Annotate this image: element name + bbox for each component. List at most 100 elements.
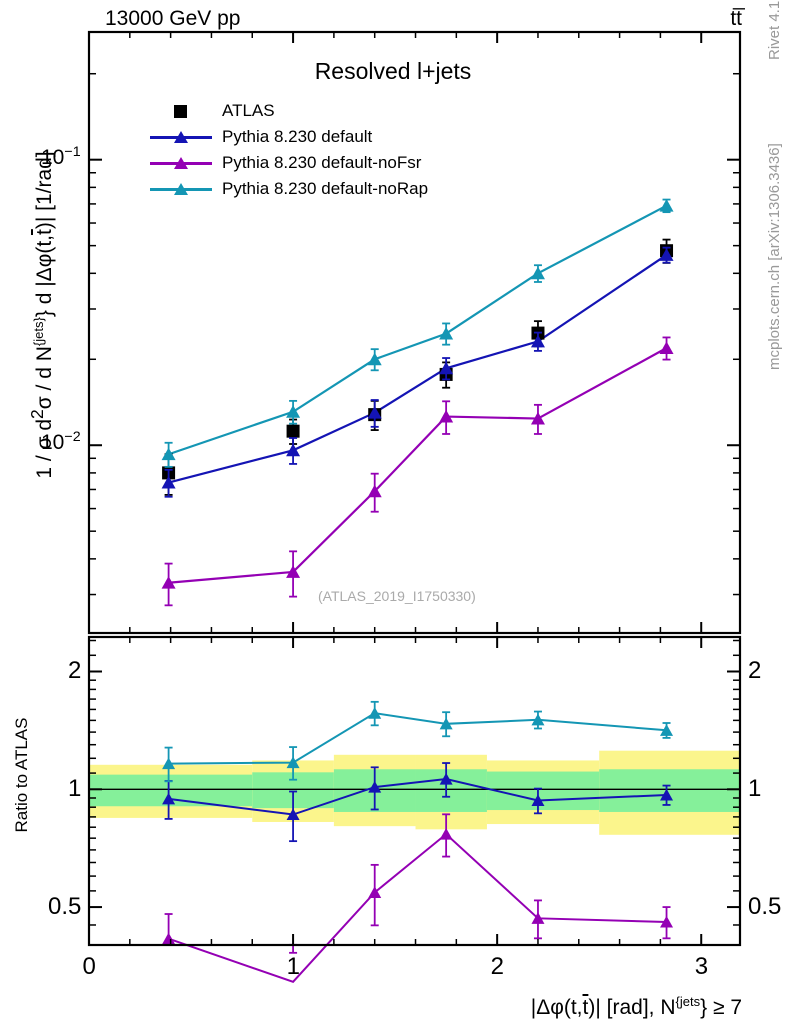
errorbar-pythia-8-230-default-nofsr [662,336,671,361]
legend-item-2: Pythia 8.230 default-noFsr [150,150,428,176]
ratio-marker-triangle [162,792,176,805]
errorbar-pythia-8-230-default-nofsr [370,472,379,513]
marker-triangle [439,326,454,340]
ratio-band-inner [333,769,416,812]
errorbar-pythia-8-230-default-norap [662,198,671,214]
ratio-band-outer [486,760,600,825]
header-left-beam-info: 13000 GeV pp [105,7,241,30]
mcplots-source-note: mcplots.cern.ch [arXiv:1306.3436] [766,143,783,370]
legend-marker-triangle-icon [150,153,212,173]
errorbar-pythia-8-230-default-norap [370,348,379,372]
main-y-tick-label: 10−1 [41,143,81,169]
ratio-errorbar [289,943,298,954]
errorbar-pythia-8-230-default-nofsr [289,550,298,598]
errorbar-pythia-8-230-default-nofsr [442,400,451,435]
ratio-errorbar [662,784,671,806]
ratio-errorbar [289,790,298,843]
ratio-errorbar [370,766,379,811]
ratio-band-inner [252,772,334,809]
ratio-marker-triangle [439,717,453,730]
ratio-marker-triangle [162,757,176,770]
legend-item-1: Pythia 8.230 default [150,124,428,150]
ratio-y-tick-label-right: 2 [748,657,762,685]
ratio-line-pythia-8-230-default [168,778,667,816]
series-line-pythia-8-230-default-norap [168,204,668,456]
ratio-marker-triangle [439,772,453,785]
ratio-marker-triangle [368,780,382,793]
errorbar-atlas [533,320,542,348]
errorbar-pythia-8-230-default-norap [164,441,173,468]
ratio-errorbar [662,722,671,739]
x-tick-label: 1 [286,953,300,980]
ratio-marker-triangle [286,808,300,821]
ratio-y-tick-label-right: 0.5 [748,893,782,921]
series-line-pythia-8-230-default-nofsr [168,347,668,584]
ratio-errorbar [164,913,173,946]
ratio-y-tick-label-right: 1 [748,775,762,803]
ratio-errorbar [442,711,451,738]
errorbar-pythia-8-230-default-nofsr [533,403,542,435]
legend-label: Pythia 8.230 default [222,127,373,146]
marker-triangle [286,565,301,578]
ratio-y-axis-label: Ratio to ATLAS [12,717,31,833]
marker-triangle [161,576,176,589]
ratio-band-inner [486,771,600,811]
marker-triangle [530,266,545,280]
marker-triangle [161,475,176,489]
ratio-errorbar [370,700,379,727]
ratio-band-outer [333,754,416,827]
errorbar-atlas [370,399,379,431]
rivet-version-note: Rivet 4.1.0, ≥ 100k events [766,0,783,60]
errorbar-pythia-8-230-default [533,331,542,352]
errorbar-atlas [164,453,173,496]
errorbar-pythia-8-230-default [164,468,173,498]
ratio-y-tick-label-left: 2 [68,657,82,685]
marker-triangle [367,406,382,419]
marker-triangle [530,411,545,425]
errorbar-pythia-8-230-default-nofsr [164,562,173,607]
ratio-marker-triangle [531,912,545,924]
errorbar-pythia-8-230-default [442,357,451,381]
marker-atlas-square [286,424,300,438]
legend-marker-triangle-icon [150,179,212,199]
ratio-line-pythia-8-230-default-nofsr [168,832,667,984]
x-tick-label: 3 [694,953,709,980]
legend-triangle-icon [174,183,188,195]
legend-square-icon [174,105,187,118]
marker-triangle [367,484,382,498]
ratio-band-outer [415,754,487,830]
ratio-band-outer [252,760,334,822]
legend-label: ATLAS [222,101,275,120]
errorbar-atlas [662,238,671,264]
ratio-marker-triangle [286,756,300,769]
marker-triangle [367,352,382,366]
marker-triangle [439,361,454,375]
legend-label: Pythia 8.230 default-noFsr [222,153,422,172]
marker-atlas-square [660,244,674,258]
ratio-errorbar [442,762,451,798]
series-line-pythia-8-230-default [168,253,668,484]
legend-item-0: ATLAS [150,98,428,124]
marker-triangle [286,405,301,418]
marker-triangle [530,334,545,348]
legend-triangle-icon [174,157,188,169]
ratio-marker-triangle [531,713,545,726]
main-y-axis-label: 1 / σ d2σ / d N{jets}} d |Δφ(t,t)| [1/ra… [27,151,56,479]
errorbar-pythia-8-230-default [370,399,379,428]
marker-atlas-square [531,326,545,340]
errorbar-atlas [442,361,451,389]
ratio-errorbar [662,906,671,940]
legend: ATLAS Pythia 8.230 default Pythia 8.230 de… [150,98,428,202]
ratio-y-tick-label-left: 1 [68,775,82,803]
marker-triangle [659,341,674,354]
ratio-y-tick-label-left: 0.5 [48,893,82,921]
plot-title: Resolved l+jets [314,58,472,84]
ratio-marker-triangle [531,794,545,807]
ratio-band-outer [599,750,740,835]
ratio-errorbar [370,863,379,927]
marker-triangle [439,409,454,423]
ratio-marker-triangle [439,827,453,840]
errorbar-pythia-8-230-default-norap [533,264,542,283]
analysis-id-watermark: (ATLAS_2019_I1750330) [318,588,476,604]
